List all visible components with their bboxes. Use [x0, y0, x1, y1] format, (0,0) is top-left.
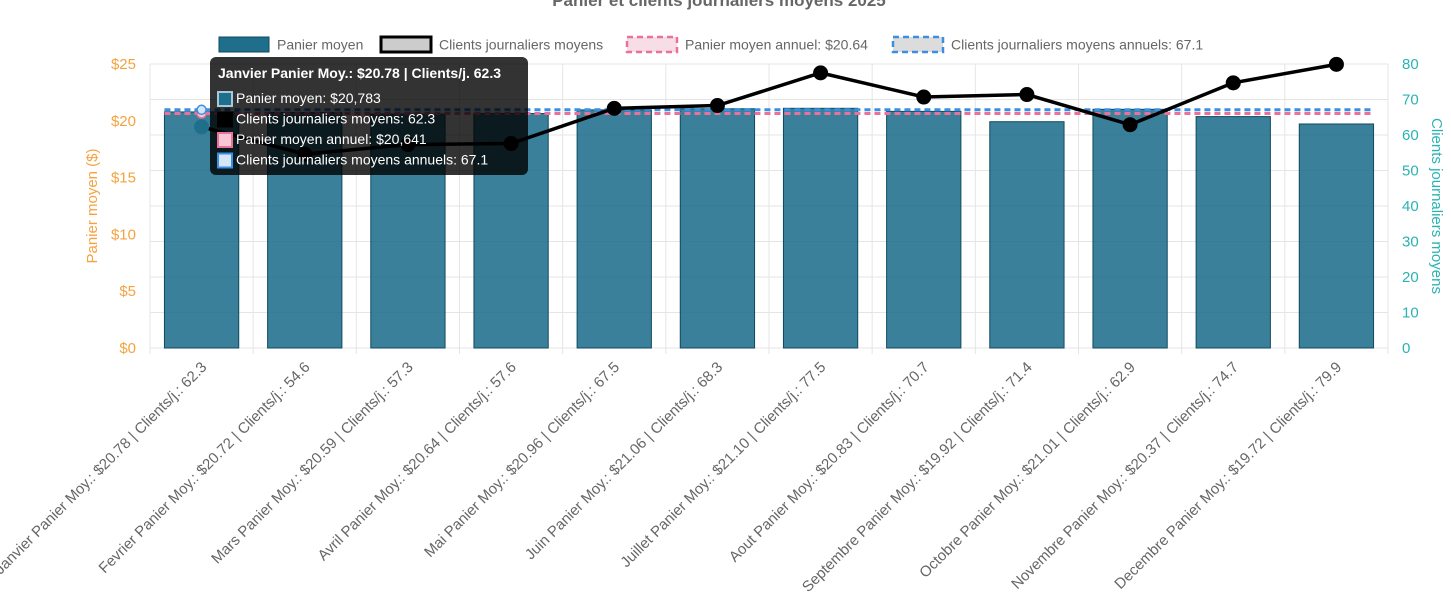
tooltip: Janvier Panier Moy.: $20.78 | Clients/j.…	[210, 57, 528, 175]
legend-swatch-3	[625, 35, 679, 54]
tooltip-swatch	[217, 91, 233, 107]
x-tick-label: Juin Panier Moy.: $21.06 | Clients/j.: 6…	[522, 359, 726, 563]
legend-label-4: Clients journaliers moyens annuels: 67.1	[951, 37, 1203, 53]
chart-title: Panier et clients journaliers moyens 202…	[552, 0, 886, 10]
y-right-tick-label: 30	[1402, 234, 1419, 251]
y-left-tick-label: $10	[111, 226, 136, 243]
bar-7	[782, 107, 859, 349]
tooltip-line: Panier moyen: $20,783	[236, 90, 381, 106]
annual-clients-point	[196, 104, 207, 116]
y-left-tick-label: $20	[111, 113, 136, 130]
x-tick-label: Janvier Panier Moy.: $20.78 | Clients/j.…	[0, 359, 210, 578]
clients-point-7	[813, 65, 829, 81]
y-left-axis-title: Panier moyen ($)	[84, 148, 101, 263]
bar-9	[989, 121, 1065, 349]
y-right-tick-label: 70	[1402, 92, 1419, 109]
legend-label-1: Panier moyen	[277, 37, 363, 53]
x-tick-label: Decembre Panier Moy.: $19.72 | Clients/j…	[1111, 359, 1345, 593]
y-right-tick-label: 0	[1402, 340, 1410, 357]
y-right-axis-title: Clients journaliers moyens	[1428, 118, 1445, 294]
y-right-tick-label: 20	[1402, 269, 1419, 286]
clients-point-12	[1328, 56, 1344, 72]
clients-point-9	[1019, 87, 1035, 103]
y-left-tick-label: $15	[111, 170, 136, 187]
bar-11	[1195, 116, 1271, 349]
bar-10	[1092, 108, 1168, 349]
y-right-tick-label: 80	[1402, 56, 1419, 73]
bar-12	[1298, 123, 1375, 349]
x-tick-label: Mai Panier Moy.: $20.96 | Clients/j.: 67…	[421, 359, 623, 561]
bar-6	[679, 108, 756, 349]
y-left-tick-label: $25	[111, 56, 136, 73]
y-left-tick-label: $0	[119, 340, 136, 357]
legend-swatch-1	[218, 36, 270, 53]
legend-swatch-4	[891, 35, 945, 54]
tooltip-line: Clients journaliers moyens annuels: 67.1	[236, 152, 488, 168]
clients-point-5	[606, 100, 622, 116]
clients-point-11	[1225, 75, 1241, 91]
legend[interactable]: Panier moyen Clients journaliers moyens Pa…	[218, 35, 1203, 54]
x-tick-label: Aout Panier Moy.: $20.83 | Clients/j.: 7…	[726, 359, 933, 566]
bar-5	[576, 109, 652, 349]
x-tick-label: Fevrier Panier Moy.: $20.72 | Clients/j.…	[96, 359, 314, 577]
y-right-tick-label: 10	[1402, 305, 1419, 322]
legend-label-2: Clients journaliers moyens	[439, 37, 603, 53]
bar-8	[886, 110, 962, 349]
tooltip-swatch	[217, 152, 233, 169]
clients-point-1	[194, 119, 210, 135]
tooltip-title: Janvier Panier Moy.: $20.78 | Clients/j.…	[218, 65, 501, 81]
legend-label-3: Panier moyen annuel: $20.64	[685, 37, 868, 53]
tooltip-swatch	[217, 111, 233, 128]
tooltip-swatch	[217, 132, 233, 148]
x-tick-label: Octobre Panier Moy.: $21.01 | Clients/j.…	[916, 359, 1139, 582]
x-tick-label: Novembre Panier Moy.: $20.37 | Clients/j…	[1008, 359, 1242, 593]
clients-point-6	[709, 98, 725, 114]
tooltip-line: Panier moyen annuel: $20,641	[236, 131, 427, 147]
legend-swatch-2	[379, 35, 433, 54]
x-tick-label: Juillet Panier Moy.: $21.10 | Clients/j.…	[617, 359, 829, 571]
x-tick-label: Mars Panier Moy.: $20.59 | Clients/j.: 5…	[208, 359, 417, 568]
x-tick-label: Avril Panier Moy.: $20.64 | Clients/j.: …	[315, 359, 520, 564]
y-left-tick-label: $5	[119, 283, 136, 300]
clients-point-8	[916, 89, 932, 105]
clients-point-10	[1122, 117, 1138, 133]
tooltip-line: Clients journaliers moyens: 62.3	[236, 111, 435, 127]
x-tick-label: Septembre Panier Moy.: $19.92 | Clients/…	[799, 359, 1036, 596]
bars	[163, 107, 1375, 349]
tooltip-box	[210, 57, 528, 175]
y-right-tick-label: 50	[1402, 163, 1419, 180]
y-right-tick-label: 40	[1402, 198, 1419, 215]
y-right-tick-label: 60	[1402, 127, 1419, 144]
